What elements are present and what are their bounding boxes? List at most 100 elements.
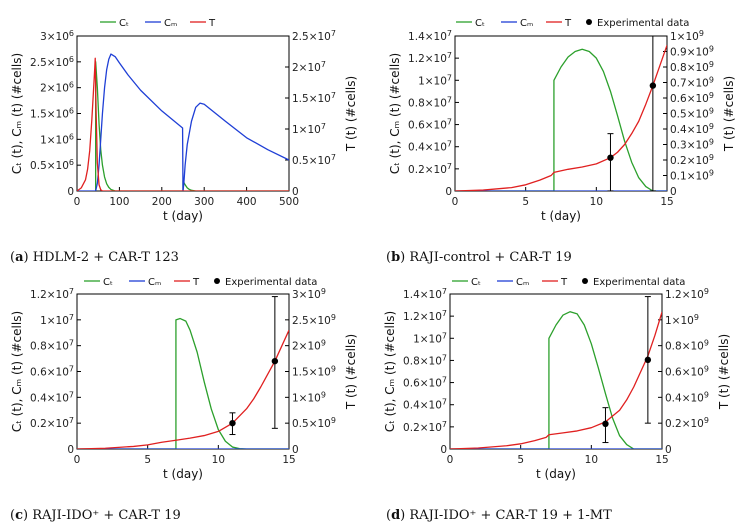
caption-b: (b) RAJI-control + CAR-T 19 [386,250,572,265]
y-right-tick-label: 2.5×109 [292,313,336,327]
y-left-tick-label: 0.5×106 [30,158,74,172]
x-tick-label: 10 [590,196,603,208]
y-left-tick-label: 0.2×107 [30,416,74,430]
y-left-tick-label: 1.4×107 [408,29,452,43]
y-right-tick-label: 0 [670,186,677,198]
caption-c: (c) RAJI-IDO⁺ + CAR-T 19 [10,508,181,523]
series-line-ct [450,311,662,449]
y-right-tick-label: 0.4×109 [670,122,714,136]
legend-swatch-exp [586,19,592,25]
y-left-tick-label: 1×107 [418,73,452,87]
y-left-tick-label: 0.8×107 [403,353,447,367]
caption-d: (d) RAJI-IDO⁺ + CAR-T 19 + 1-MT [386,508,612,523]
legend-swatch-exp [582,278,588,284]
y-left-tick-label: 0.4×107 [403,398,447,412]
legend-label: Experimental data [597,18,689,29]
plot-frame [76,293,290,450]
legend-label: Cₘ [516,277,529,288]
x-tick-label: 15 [655,454,668,466]
y-left-axis-label: Cₜ (t), Cₘ (t) (#cells) [10,311,24,432]
legend-label: T [560,277,568,288]
y-right-tick-label: 0.2×109 [665,416,709,430]
y-left-axis-label: Cₜ (t), Cₘ (t) (#cells) [388,53,402,174]
series-line-t [77,329,289,449]
experimental-point [649,82,657,89]
y-left-axis-label: Cₜ (t), Cₘ (t) (#cells) [383,311,397,432]
y-right-tick-label: 0.7×109 [670,76,714,90]
y-right-tick-label: 1×109 [670,29,704,43]
experimental-point [271,357,279,365]
y-left-tick-label: 1×107 [40,313,74,327]
x-tick-label: 5 [144,454,151,466]
y-left-tick-label: 0 [445,186,452,198]
y-left-tick-label: 1.2×107 [408,51,452,65]
y-right-tick-label: 0.1×109 [670,169,714,183]
y-left-tick-label: 1.5×106 [30,107,74,121]
y-right-tick-label: 0.5×107 [292,153,336,167]
y-left-tick-label: 1.2×107 [403,309,447,323]
y-right-tick-label: 1×109 [665,313,699,327]
x-tick-label: 400 [237,196,257,208]
y-left-tick-label: 0.6×107 [408,118,452,132]
y-right-axis-label: T (t) (#cells) [722,76,736,152]
y-right-tick-label: 1.5×109 [292,365,336,379]
y-right-tick-label: 2.5×107 [292,29,336,43]
series-line-cm [77,53,289,191]
y-left-tick-label: 0.4×107 [30,390,74,404]
y-right-tick-label: 2×107 [292,60,326,74]
y-left-tick-label: 2.5×106 [30,55,74,69]
x-axis-label: t (day) [541,209,581,223]
y-right-tick-label: 0 [292,444,299,456]
y-right-axis-label: T (t) (#cells) [344,334,358,410]
y-left-tick-label: 3×106 [40,29,74,43]
series-line-ct [77,317,289,449]
legend-label: T [564,18,572,29]
x-axis-label: t (day) [536,467,576,481]
y-right-tick-label: 0.5×109 [292,416,336,430]
plot-frame [454,35,668,192]
x-tick-label: 0 [74,196,81,208]
experimental-point [644,356,652,364]
y-left-tick-label: 0.2×107 [408,162,452,176]
y-left-tick-label: 2×106 [40,81,74,95]
y-right-tick-label: 0.6×109 [665,365,709,379]
y-right-tick-label: 2×109 [292,339,326,353]
experimental-point [229,419,236,427]
y-left-tick-label: 0.2×107 [403,420,447,434]
y-right-tick-label: 1×109 [292,390,326,404]
legend-label: Cₜ [119,18,129,29]
legend-label: Cₜ [103,277,113,288]
y-right-tick-label: 0.5×109 [670,107,714,121]
legend-label: Cₜ [471,277,481,288]
y-right-tick-label: 0.2×109 [670,153,714,167]
series-line-t [450,311,662,449]
y-left-tick-label: 0.4×107 [408,140,452,154]
legend-label: T [208,18,216,29]
x-tick-label: 200 [152,196,172,208]
y-right-tick-label: 1×107 [292,122,326,136]
y-left-tick-label: 1×106 [40,132,74,146]
x-tick-label: 10 [212,454,225,466]
y-right-tick-label: 0.3×109 [670,138,714,152]
experimental-point [602,420,609,428]
y-left-tick-label: 1.4×107 [403,287,447,301]
y-left-tick-label: 0.8×107 [30,339,74,353]
y-left-tick-label: 1×107 [413,331,447,345]
y-right-tick-label: 3×109 [292,287,326,301]
y-right-tick-label: 0.6×109 [670,91,714,105]
y-right-axis-label: T (t) (#cells) [717,334,731,410]
x-tick-label: 0 [452,196,459,208]
y-right-tick-label: 0 [665,444,672,456]
chart-b: 0 5 10 1500.2×1070.4×1070.6×1070.8×1071×107… [388,18,736,223]
x-tick-label: 500 [279,196,299,208]
y-right-tick-label: 1.5×107 [292,91,336,105]
series-line-ct [95,61,289,191]
x-tick-label: 15 [660,196,673,208]
x-tick-label: 300 [194,196,214,208]
legend-label: Cₘ [164,18,177,29]
y-right-tick-label: 0 [292,186,299,198]
y-left-tick-label: 0 [67,186,74,198]
series-line-t [455,45,667,191]
x-tick-label: 100 [109,196,129,208]
